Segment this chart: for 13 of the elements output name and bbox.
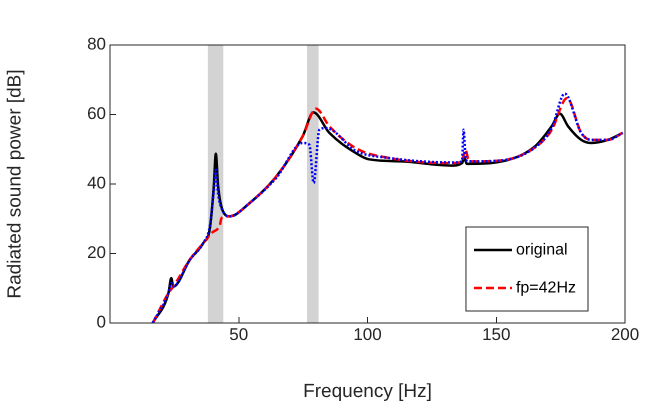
y-tick-label: 0	[96, 312, 106, 332]
y-tick-label: 40	[87, 174, 106, 193]
x-axis-title: Frequency [Hz]	[303, 380, 432, 402]
legend-label: original	[516, 241, 568, 258]
y-tick-label: 80	[87, 34, 106, 54]
legend-label: fp=42Hz	[516, 279, 576, 296]
x-tick-label: 200	[610, 324, 640, 344]
y-axis-title: Radiated sound power [dB]	[4, 69, 26, 299]
y-tick-label: 20	[87, 243, 106, 262]
y-tick-label: 60	[87, 104, 106, 124]
x-tick-label: 150	[482, 324, 510, 344]
x-tick-label: 100	[353, 324, 382, 344]
x-tick-label: 50	[229, 324, 248, 344]
